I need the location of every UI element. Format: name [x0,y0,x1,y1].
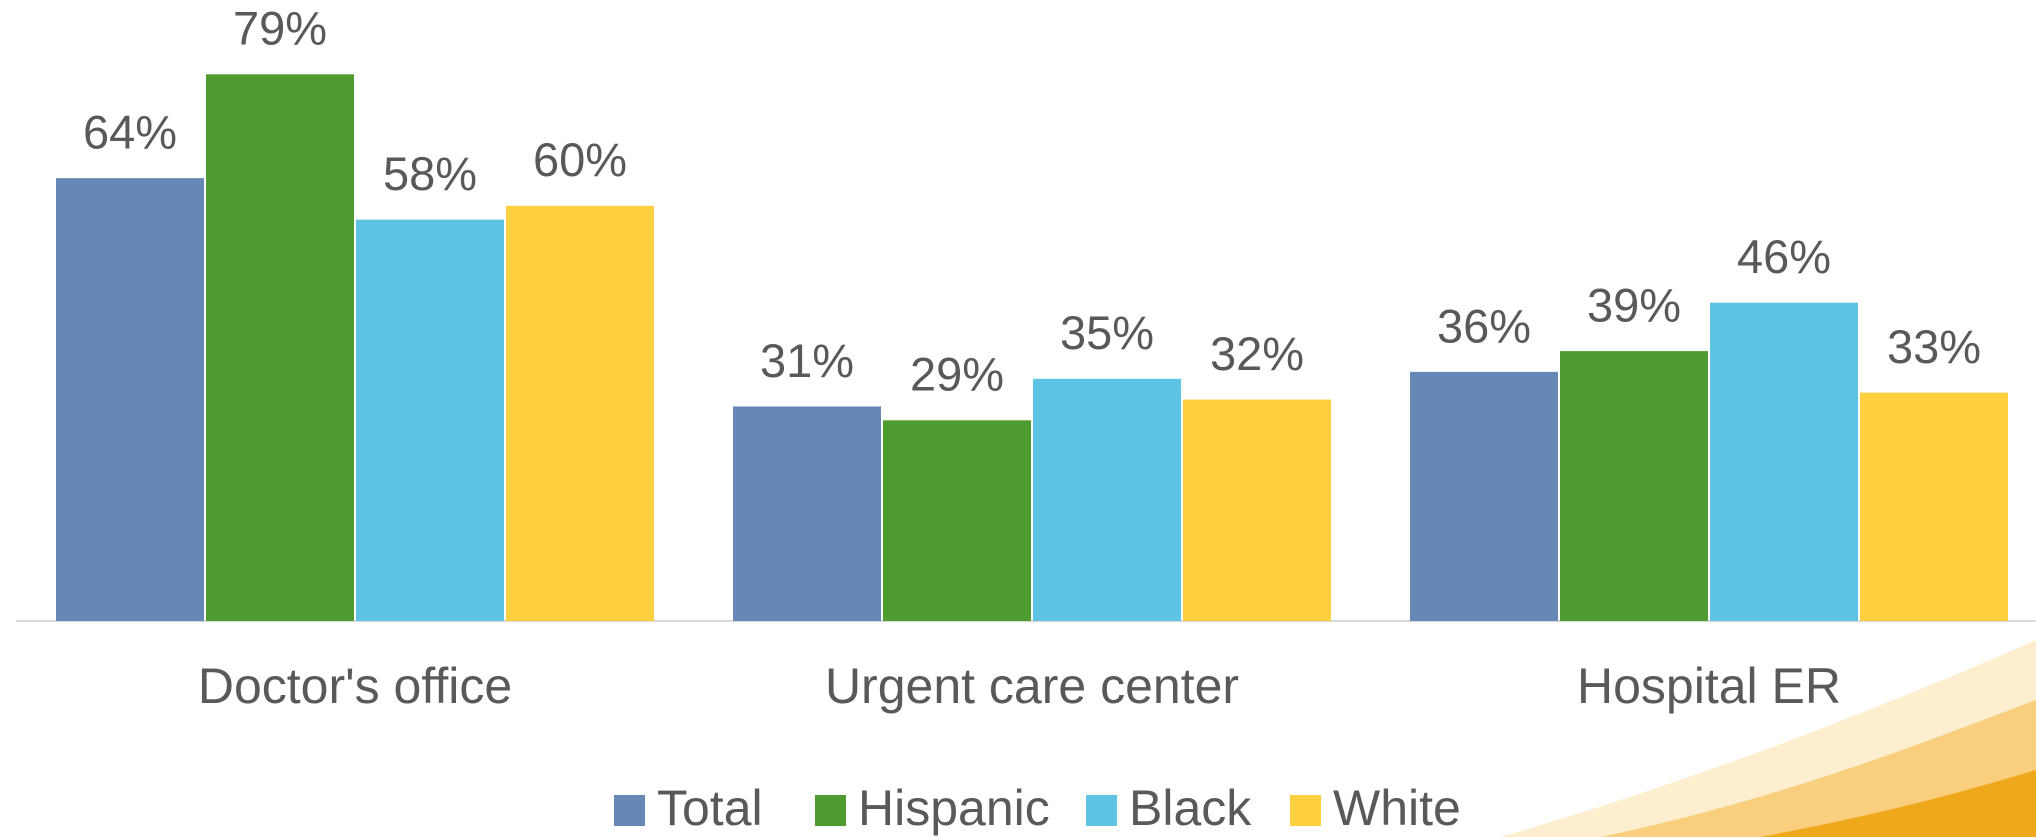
value-label: 32% [1210,327,1304,380]
bar [1710,303,1858,621]
bar [56,178,204,621]
value-label: 29% [910,348,1004,401]
chart: 64% 79% 58% 60% Doctor's office 31% 29% 35% 32% U… [0,0,2036,837]
category-label: Doctor's office [198,658,512,714]
legend-label: Hispanic [858,780,1050,836]
bar [1860,393,2008,621]
legend-swatch [1290,795,1321,826]
bar [1410,372,1558,621]
category-label: Urgent care center [825,658,1239,714]
bar [883,420,1031,621]
value-label: 58% [383,147,477,200]
value-label: 35% [1060,306,1154,359]
value-label: 64% [83,106,177,159]
value-label: 46% [1737,230,1831,283]
value-label: 79% [233,2,327,55]
bar [206,74,354,621]
bar [506,206,654,621]
bar [1033,379,1181,621]
bar [733,406,881,621]
value-label: 33% [1887,320,1981,373]
category-label: Hospital ER [1577,658,1841,714]
value-label: 60% [533,133,627,186]
bar [1560,351,1708,621]
legend-label: Black [1129,780,1252,836]
legend-swatch [614,795,645,826]
legend-swatch [815,795,846,826]
value-label: 31% [760,334,854,387]
bar [1183,400,1331,621]
value-label: 39% [1587,279,1681,332]
legend-swatch [1086,795,1117,826]
bar [356,220,504,621]
value-label: 36% [1437,299,1531,352]
legend-label: White [1333,780,1461,836]
legend-label: Total [657,780,763,836]
